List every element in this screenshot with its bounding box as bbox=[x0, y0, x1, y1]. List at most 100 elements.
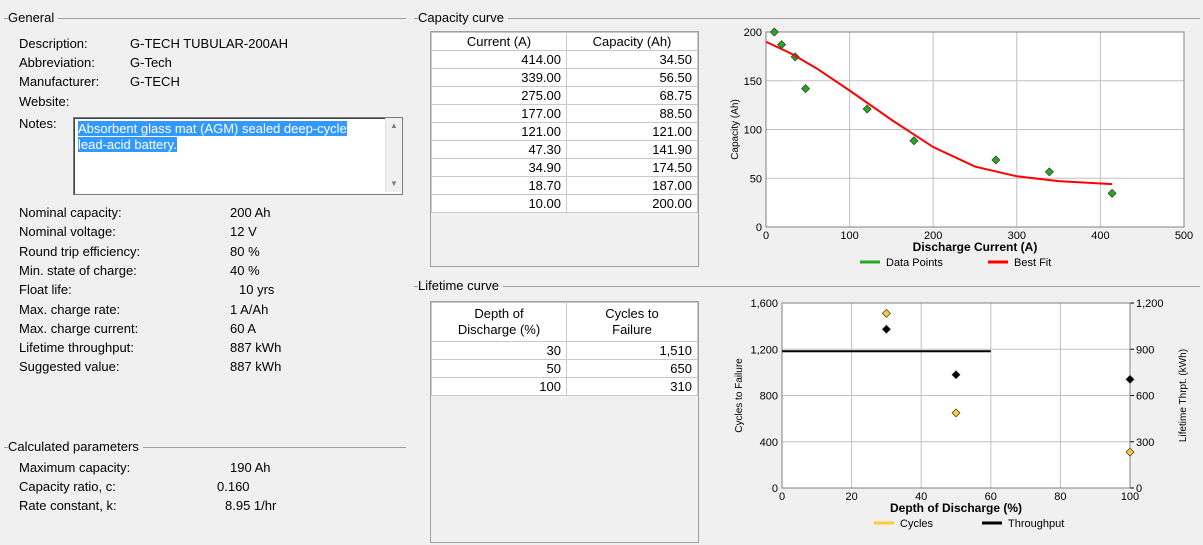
data-point bbox=[909, 136, 919, 146]
description-value[interactable]: G-TECH TUBULAR-200AH bbox=[130, 36, 288, 51]
capacity-cell[interactable]: 200.00 bbox=[566, 194, 698, 213]
capacity-cell[interactable]: 121.00 bbox=[566, 122, 698, 141]
data-point bbox=[862, 104, 872, 114]
legend-label: Throughput bbox=[1008, 518, 1064, 530]
lifetime-header-cycles[interactable]: Cycles to Failure bbox=[566, 302, 698, 342]
current-cell[interactable]: 121.00 bbox=[431, 122, 567, 141]
capacity-cell[interactable]: 68.75 bbox=[566, 86, 698, 105]
capacity-cell[interactable]: 141.90 bbox=[566, 140, 698, 159]
param-value[interactable]: 12 V bbox=[230, 224, 257, 240]
capacity-cell[interactable]: 34.50 bbox=[566, 50, 698, 69]
table-row[interactable]: 275.00 68.75 bbox=[431, 86, 698, 105]
y-axis-label: Capacity (Ah) bbox=[730, 99, 741, 160]
capacity-header-capacity[interactable]: Capacity (Ah) bbox=[566, 32, 698, 51]
lifetime-header-depth[interactable]: Depth of Discharge (%) bbox=[431, 302, 567, 342]
calculated-group-title: Calculated parameters bbox=[8, 439, 143, 454]
current-cell[interactable]: 18.70 bbox=[431, 176, 567, 195]
current-cell[interactable]: 10.00 bbox=[431, 194, 567, 213]
depth-cell[interactable]: 100 bbox=[431, 377, 567, 396]
manufacturer-value[interactable]: G-TECH bbox=[130, 74, 180, 89]
y2-tick-label: 300 bbox=[1136, 437, 1154, 449]
table-row[interactable]: 100 310 bbox=[431, 377, 698, 396]
x-tick-label: 40 bbox=[915, 491, 927, 503]
y-tick-label: 200 bbox=[744, 27, 762, 39]
data-point bbox=[1107, 188, 1117, 198]
notes-text: Absorbent glass mat (AGM) sealed deep-cy… bbox=[78, 121, 347, 152]
table-row[interactable]: 50 650 bbox=[431, 359, 698, 378]
website-label: Website: bbox=[19, 94, 70, 109]
cycles-cell[interactable]: 650 bbox=[566, 359, 698, 378]
notes-textarea[interactable]: Absorbent glass mat (AGM) sealed deep-cy… bbox=[73, 117, 403, 195]
x-axis-label: Depth of Discharge (%) bbox=[890, 501, 1022, 515]
abbreviation-value[interactable]: G-Tech bbox=[130, 55, 172, 70]
cycles-cell[interactable]: 310 bbox=[566, 377, 698, 396]
table-row[interactable]: 177.00 88.50 bbox=[431, 104, 698, 123]
lifetime-header-depth-line1: Depth of bbox=[474, 306, 524, 321]
param-value[interactable]: 80 % bbox=[230, 243, 260, 259]
capacity-cell[interactable]: 88.50 bbox=[566, 104, 698, 123]
table-row[interactable]: 339.00 56.50 bbox=[431, 68, 698, 87]
depth-cell[interactable]: 30 bbox=[431, 341, 567, 360]
current-cell[interactable]: 34.90 bbox=[431, 158, 567, 177]
capacity-grid[interactable]: Current (A) Capacity (Ah) 414.00 34.50 339… bbox=[430, 31, 699, 267]
capacity-cell[interactable]: 174.50 bbox=[566, 158, 698, 177]
plot-border bbox=[781, 302, 1131, 489]
capacity-cell[interactable]: 56.50 bbox=[566, 68, 698, 87]
data-point bbox=[1044, 167, 1054, 177]
table-row[interactable]: 414.00 34.50 bbox=[431, 50, 698, 69]
param-label: Lifetime throughput: bbox=[19, 340, 134, 356]
lifetime-chart: 0 20 40 60 80 10004008001,2001,60003006009001… bbox=[734, 298, 1189, 530]
calc-param-label: Capacity ratio, c: bbox=[19, 479, 116, 494]
y-axis-label: Cycles to Failure bbox=[734, 358, 745, 433]
x-tick-label: 80 bbox=[1054, 491, 1066, 503]
param-value[interactable]: 887 kWh bbox=[230, 359, 282, 375]
depth-cell[interactable]: 50 bbox=[431, 359, 567, 378]
table-row[interactable]: 18.70 187.00 bbox=[431, 176, 698, 195]
y-tick-label: 400 bbox=[760, 437, 778, 449]
data-point bbox=[991, 155, 1001, 165]
current-cell[interactable]: 275.00 bbox=[431, 86, 567, 105]
param-value[interactable]: 60 A bbox=[230, 320, 257, 336]
notes-label: Notes: bbox=[19, 116, 57, 131]
param-value[interactable]: 887 kWh bbox=[230, 340, 282, 356]
calc-param-value: 0.160 bbox=[217, 479, 250, 494]
general-group-border bbox=[4, 18, 406, 19]
param-value[interactable]: 40 % bbox=[230, 262, 260, 278]
cycles-cell[interactable]: 1,510 bbox=[566, 341, 698, 360]
current-cell[interactable]: 177.00 bbox=[431, 104, 567, 123]
param-value[interactable]: 10 yrs bbox=[239, 282, 275, 298]
table-row[interactable]: 30 1,510 bbox=[431, 341, 698, 360]
table-row[interactable]: 10.00 200.00 bbox=[431, 194, 698, 213]
legend-label: Cycles bbox=[900, 518, 934, 530]
notes-scrollbar[interactable]: ▲ ▼ bbox=[385, 118, 402, 192]
lifetime-header-cycles-line1: Cycles to bbox=[605, 306, 659, 321]
y2-tick-label: 600 bbox=[1136, 391, 1154, 403]
x-tick-label: 100 bbox=[1121, 491, 1139, 503]
param-label: Float life: bbox=[19, 282, 72, 298]
capacity-cell[interactable]: 187.00 bbox=[566, 176, 698, 195]
capacity-header-current[interactable]: Current (A) bbox=[431, 32, 567, 51]
legend-label: Best Fit bbox=[1014, 257, 1051, 269]
capacity-table: Current (A) Capacity (Ah) 414.00 34.50 339… bbox=[431, 32, 698, 213]
table-row[interactable]: 34.90 174.50 bbox=[431, 158, 698, 177]
lifetime-group-title: Lifetime curve bbox=[418, 278, 503, 293]
abbreviation-label: Abbreviation: bbox=[19, 55, 95, 70]
lifetime-grid[interactable]: Depth of Discharge (%) Cycles to Failure… bbox=[430, 301, 699, 543]
param-label: Suggested value: bbox=[19, 359, 120, 375]
current-cell[interactable]: 47.30 bbox=[431, 140, 567, 159]
param-label: Min. state of charge: bbox=[19, 262, 137, 278]
current-cell[interactable]: 414.00 bbox=[431, 50, 567, 69]
scroll-up-icon[interactable]: ▲ bbox=[390, 121, 398, 130]
scroll-down-icon[interactable]: ▼ bbox=[390, 179, 398, 188]
param-value[interactable]: 200 Ah bbox=[230, 205, 271, 220]
calc-param-label: Maximum capacity: bbox=[19, 460, 131, 475]
lifetime-header-depth-line2: Discharge (%) bbox=[457, 322, 541, 337]
param-value[interactable]: 1 A/Ah bbox=[230, 301, 269, 317]
calc-param-label: Rate constant, k: bbox=[19, 498, 117, 513]
table-row[interactable]: 121.00 121.00 bbox=[431, 122, 698, 141]
y2-tick-label: 900 bbox=[1136, 344, 1154, 356]
current-cell[interactable]: 339.00 bbox=[431, 68, 567, 87]
table-row[interactable]: 47.30 141.90 bbox=[431, 140, 698, 159]
x-tick-label: 100 bbox=[840, 230, 858, 242]
